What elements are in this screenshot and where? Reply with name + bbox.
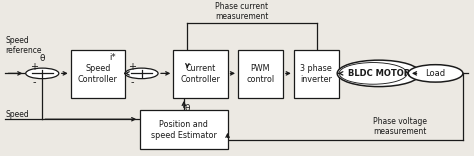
Text: Position and
speed Estimator: Position and speed Estimator — [151, 120, 217, 140]
Text: PWM
control: PWM control — [246, 64, 274, 84]
Text: Current
Controller: Current Controller — [181, 64, 220, 84]
FancyBboxPatch shape — [238, 50, 283, 98]
Text: +: + — [30, 62, 38, 72]
Text: Load: Load — [426, 69, 446, 78]
FancyBboxPatch shape — [294, 50, 338, 98]
Text: Phase voltage
measurement: Phase voltage measurement — [373, 117, 427, 136]
Text: θ: θ — [39, 54, 45, 63]
Circle shape — [125, 68, 158, 79]
FancyBboxPatch shape — [140, 110, 228, 149]
Text: -: - — [130, 77, 134, 87]
Circle shape — [408, 65, 463, 82]
Text: Speed
reference: Speed reference — [5, 36, 42, 55]
Text: BLDC MOTOR: BLDC MOTOR — [347, 69, 410, 78]
Text: Phase current
measurement: Phase current measurement — [215, 2, 268, 22]
Text: Speed
Controller: Speed Controller — [78, 64, 118, 84]
FancyBboxPatch shape — [71, 50, 125, 98]
Text: 3 phase
inverter: 3 phase inverter — [300, 64, 332, 84]
FancyBboxPatch shape — [173, 50, 228, 98]
Circle shape — [26, 68, 59, 79]
Text: -: - — [32, 77, 36, 87]
Text: θ: θ — [185, 104, 190, 113]
Text: Speed: Speed — [5, 110, 29, 119]
Text: +: + — [128, 62, 136, 72]
Text: i*: i* — [109, 53, 116, 62]
Circle shape — [337, 60, 420, 87]
